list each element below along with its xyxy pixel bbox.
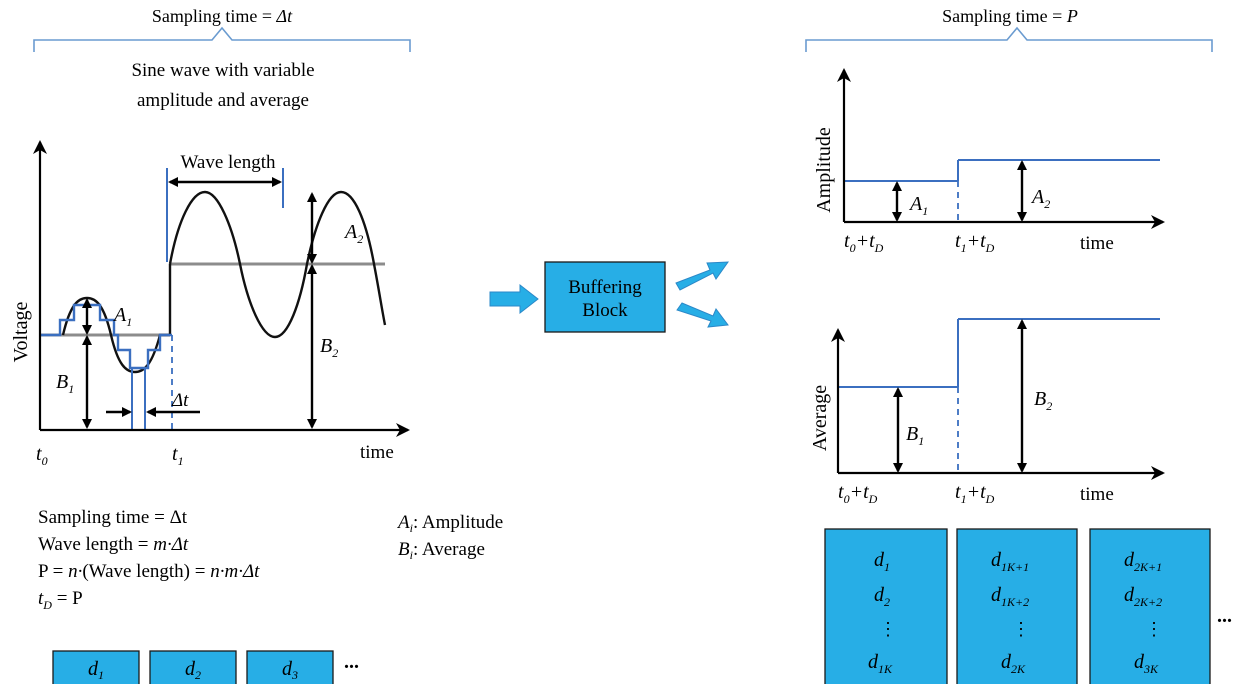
svg-text:⋮: ⋮: [1145, 619, 1163, 639]
right-block-1: d1 d2 ⋮ d1K: [824, 528, 948, 689]
wave-length-label: Wave length: [180, 152, 276, 173]
svg-text:d2: d2: [185, 658, 201, 682]
formula-1: Sampling time = Δt: [38, 507, 188, 528]
svg-text:d1K: d1K: [868, 651, 893, 676]
sampled-signal: [40, 303, 172, 370]
formula-3: P = n·(Wave length) = n·m·Δt: [38, 561, 260, 582]
center: Buffering Block: [489, 261, 729, 333]
amp-y-label: Amplitude: [813, 127, 835, 213]
amplitude-chart: A1 A2 Amplitude time t0+tD t1+tD: [813, 68, 1165, 255]
left-a2-label: A2: [343, 221, 363, 246]
svg-text:⋮: ⋮: [1012, 619, 1030, 639]
svg-text:d1: d1: [874, 549, 890, 574]
left-brace-label: Sampling time = Δt: [152, 6, 293, 26]
right-blocks: d1 d2 ⋮ d1K d1K+1 d1K+2 ⋮ d2K d2K+1 d2K+…: [824, 528, 1232, 689]
left-subtitle-1: Sine wave with variable: [131, 60, 314, 81]
left-b2-label: B2: [320, 335, 338, 360]
avg-b2-label: B2: [1034, 388, 1052, 413]
svg-text:d2: d2: [874, 584, 890, 609]
svg-text:d1: d1: [88, 658, 104, 682]
left-ellipsis: ...: [344, 651, 359, 673]
left-t0-label: t0: [36, 443, 48, 468]
left-t1-label: t1: [172, 443, 184, 468]
right-ellipsis: ...: [1217, 605, 1232, 627]
avg-y-label: Average: [809, 385, 831, 451]
left-brace: [33, 26, 411, 52]
amp-tick-2: t1+tD: [955, 230, 995, 255]
buffering-line-2: Block: [582, 300, 628, 321]
svg-text:d2K: d2K: [1001, 651, 1026, 676]
right-block-2: d1K+1 d1K+2 ⋮ d2K: [956, 528, 1078, 689]
formula-4: tD = P: [38, 588, 83, 612]
left-subtitle-2: amplitude and average: [137, 90, 309, 111]
legend-amplitude: Ai: Amplitude: [396, 512, 503, 535]
svg-text:d1K+1: d1K+1: [991, 549, 1029, 574]
left-b1-label: B1: [56, 371, 74, 396]
average-chart: B1 B2 Average time t0+tD t1+tD: [809, 318, 1165, 506]
input-arrow: [489, 283, 539, 315]
svg-text:d3K: d3K: [1134, 651, 1159, 676]
buffering-block: [544, 261, 666, 333]
svg-text:⋮: ⋮: [879, 619, 897, 639]
amp-x-label: time: [1080, 233, 1114, 254]
svg-text:d2K+2: d2K+2: [1124, 584, 1162, 609]
svg-text:d1K+2: d1K+2: [991, 584, 1029, 609]
left-panel: Sampling time = Δt Sine wave with variab…: [10, 6, 411, 468]
formulas: Sampling time = Δt Wave length = m·Δt P …: [38, 507, 260, 612]
left-blocks: d1 d2 d3 ...: [52, 650, 359, 689]
svg-text:d2K+1: d2K+1: [1124, 549, 1162, 574]
left-block-1: d1: [52, 650, 140, 689]
avg-tick-2: t1+tD: [955, 481, 995, 506]
output-arrow-up: [675, 261, 729, 291]
right-brace: [805, 26, 1213, 52]
amp-a1-label: A1: [908, 193, 928, 218]
buffering-line-1: Buffering: [568, 277, 642, 298]
avg-tick-1: t0+tD: [838, 481, 878, 506]
right-block-3: d2K+1 d2K+2 ⋮ d3K: [1089, 528, 1211, 689]
legend-average: Bi: Average: [398, 539, 485, 562]
left-block-3: d3: [246, 650, 334, 689]
amp-a2-label: A2: [1030, 186, 1050, 211]
sine-wave-2: [168, 190, 387, 339]
avg-b1-label: B1: [906, 423, 924, 448]
formula-2: Wave length = m·Δt: [38, 534, 189, 555]
legend: Ai: Amplitude Bi: Average: [396, 512, 503, 562]
output-arrow-down: [676, 302, 729, 328]
svg-text:d3: d3: [282, 658, 298, 682]
amp-tick-1: t0+tD: [844, 230, 884, 255]
dt-label: Δt: [171, 390, 189, 411]
right-brace-label: Sampling time = P: [942, 6, 1078, 26]
avg-x-label: time: [1080, 484, 1114, 505]
left-a1-label: A1: [112, 304, 132, 329]
left-block-2: d2: [149, 650, 237, 689]
right-panel: Sampling time = P A1 A2 Amplitude time t…: [805, 6, 1232, 689]
left-y-label: Voltage: [10, 302, 32, 363]
left-x-label: time: [360, 442, 394, 463]
